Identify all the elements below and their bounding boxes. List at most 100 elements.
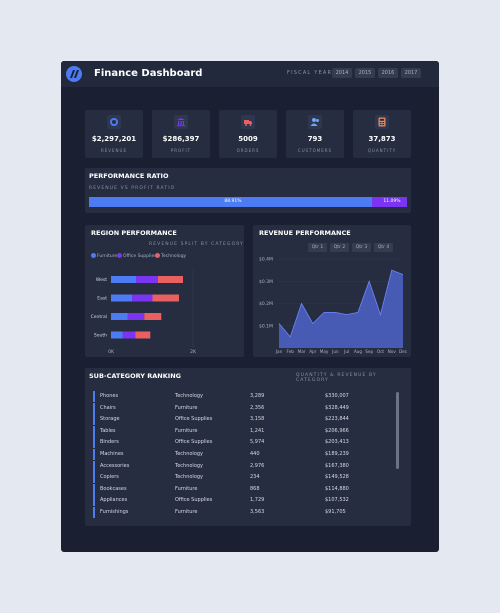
cell-category: Office Supplies: [175, 439, 213, 446]
legend-item-technology: Technology: [155, 253, 186, 259]
cell-name: Phones: [100, 393, 119, 399]
x-tick-label: Nov: [388, 349, 397, 354]
cell-name: Copiers: [100, 474, 119, 481]
cell-name: Binders: [100, 439, 119, 446]
kpi-label: PROFIT: [170, 148, 192, 153]
bar-segment: [111, 313, 128, 320]
year-button-2015[interactable]: 2015: [355, 68, 375, 78]
category-label: Central: [91, 314, 107, 320]
table-row[interactable]: Phones Technology 3,289 $330,007: [93, 391, 417, 402]
x-tick-label: Aug: [354, 349, 363, 354]
table-row[interactable]: Machines Technology 440 $189,239: [93, 449, 417, 460]
year-button-2017[interactable]: 2017: [401, 68, 421, 78]
table-row[interactable]: Bookcases Furniture 868 $114,880: [93, 483, 417, 495]
tab-qtr-4[interactable]: Qtr 4: [374, 243, 393, 252]
table-row[interactable]: Binders Office Supplies 5,974 $203,413: [93, 437, 417, 449]
revenue-area-chart: $0.1M $0.2M $0.3M $0.4M Jan Feb Mar Apr May Jun Ju…: [259, 257, 408, 355]
legend-item-office-supplies: Office Supplies: [117, 253, 157, 259]
cell-qty: 2,976: [250, 462, 265, 469]
table-row[interactable]: Accessories Technology 2,976 $167,380: [93, 460, 417, 472]
revenue-ratio-segment: 88.91%: [89, 197, 372, 207]
x-tick-label: Mar: [298, 349, 306, 354]
bar-segment: [127, 313, 145, 320]
x-tick-label: 0K: [108, 349, 115, 355]
app-title: Finance Dashboard: [94, 68, 203, 79]
y-tick-label: $0.2M: [259, 301, 273, 307]
x-tick-label: Jun: [331, 349, 339, 354]
cell-category: Furniture: [175, 485, 198, 492]
row-marker: [93, 437, 95, 449]
year-button-2014[interactable]: 2014: [332, 68, 352, 78]
x-tick-label: Oct: [377, 349, 385, 354]
year-button-2016[interactable]: 2016: [378, 68, 398, 78]
bar-segment: [122, 331, 136, 339]
legend-label: Office Supplies: [123, 254, 157, 259]
panel-subtitle: REVENUE VS PROFIT RATIO: [89, 186, 176, 191]
coin-icon: [107, 115, 121, 129]
header-bar: Finance Dashboard FISCAL YEAR 2014 2015 …: [61, 61, 439, 87]
table-row[interactable]: Tables Furniture 1,241 $206,966: [93, 425, 417, 437]
x-tick-label: Dec: [399, 349, 408, 354]
cell-name: Storage: [100, 416, 120, 423]
table-row[interactable]: Storage Office Supplies 3,158 $223,844: [93, 414, 417, 426]
tab-qtr-3[interactable]: Qtr 3: [352, 243, 371, 252]
kpi-label: REVENUE: [100, 148, 128, 153]
cell-revenue: $203,413: [325, 439, 349, 446]
calculator-icon: [375, 115, 389, 129]
tab-qtr-2[interactable]: Qtr 2: [330, 243, 349, 252]
cell-revenue: $149,528: [325, 474, 349, 481]
tab-qtr-1[interactable]: Qtr 1: [308, 243, 327, 252]
cell-revenue: $330,007: [325, 393, 349, 399]
kpi-value: $286,397: [162, 135, 200, 143]
legend-label: Furniture: [97, 254, 118, 259]
cell-category: Technology: [175, 451, 204, 457]
cell-qty: 3,563: [250, 509, 265, 515]
x-tick-label: Sep: [365, 349, 373, 354]
cell-qty: 5,974: [250, 439, 265, 446]
panel-subtitle: QUANTITY & REVENUE BY CATEGORY: [296, 373, 377, 383]
kpi-label: CUSTOMERS: [297, 148, 333, 153]
bar-segment: [111, 276, 136, 283]
cell-qty: 3,289: [250, 393, 265, 399]
profit-ratio-segment: 11.09%: [371, 197, 407, 207]
x-tick-label: Jan: [275, 349, 283, 354]
cell-qty: 868: [250, 485, 260, 492]
row-marker: [93, 495, 95, 507]
x-tick-label: Jul: [343, 349, 349, 354]
cell-category: Furniture: [175, 404, 198, 411]
profit-ratio-label: 11.09%: [383, 199, 401, 204]
bar-segment: [152, 294, 179, 302]
cell-qty: 3,158: [250, 416, 265, 423]
cell-category: Technology: [175, 393, 204, 399]
bank-icon: [174, 115, 188, 129]
kpi-value: $2,297,201: [91, 135, 137, 143]
cell-name: Tables: [100, 427, 116, 434]
y-tick-label: $0.1M: [259, 323, 273, 329]
cell-category: Office Supplies: [175, 416, 213, 423]
row-marker: [93, 507, 95, 518]
panel-title: REGION PERFORMANCE: [91, 229, 177, 237]
cell-category: Furniture: [175, 427, 198, 434]
table-row[interactable]: Copiers Technology 234 $149,528: [93, 472, 417, 484]
cell-qty: 234: [250, 474, 260, 481]
kpi-card-orders: 5009 ORDERS: [219, 110, 277, 158]
cell-name: Accessories: [100, 462, 130, 469]
table-row[interactable]: Furnishings Furniture 3,563 $91,705: [93, 507, 417, 518]
cell-revenue: $206,966: [325, 427, 349, 434]
bar-segment: [111, 294, 132, 302]
kpi-label: ORDERS: [236, 148, 260, 153]
revenue-area: [279, 270, 403, 348]
kpi-value: 5009: [238, 135, 258, 143]
bar-segment: [111, 331, 123, 339]
table-row[interactable]: Chairs Furniture 2,356 $328,449: [93, 402, 417, 414]
legend-label: Technology: [161, 254, 187, 259]
row-marker: [93, 460, 95, 472]
bar-segment: [136, 276, 158, 283]
y-tick-label: $0.3M: [259, 279, 273, 285]
table-scrollbar[interactable]: [396, 392, 399, 469]
bar-segment: [158, 276, 183, 283]
x-tick-label: Feb: [287, 349, 295, 354]
cell-category: Technology: [175, 462, 204, 469]
x-tick-label: 2K: [190, 349, 197, 355]
table-row[interactable]: Appliances Office Supplies 1,729 $107,532: [93, 495, 417, 507]
